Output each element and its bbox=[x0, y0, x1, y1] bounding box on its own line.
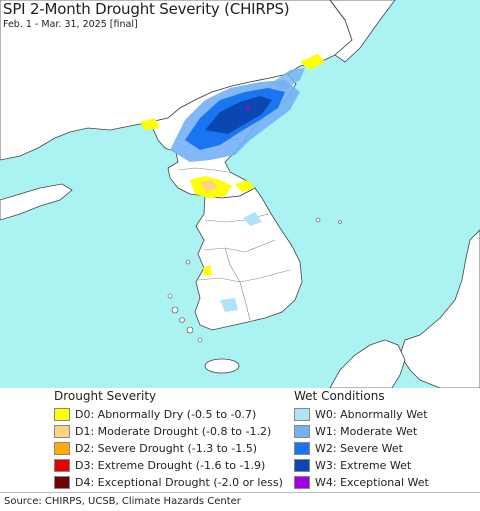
swatch-d1 bbox=[54, 425, 70, 438]
drought-legend-heading: Drought Severity bbox=[54, 389, 157, 403]
swatch-d0 bbox=[54, 408, 70, 421]
wet-legend: Wet Conditions W0: Abnormally Wet W1: Mo… bbox=[294, 388, 429, 491]
legend-label-w2: W2: Severe Wet bbox=[315, 442, 403, 455]
legend-label-d1: D1: Moderate Drought (-0.8 to -1.2) bbox=[75, 425, 272, 438]
swatch-w0 bbox=[294, 408, 310, 421]
wet-legend-heading: Wet Conditions bbox=[294, 389, 385, 403]
legend-item-w1: W1: Moderate Wet bbox=[294, 423, 429, 440]
swatch-w4 bbox=[294, 476, 310, 489]
map-title: SPI 2-Month Drought Severity (CHIRPS) bbox=[3, 0, 290, 18]
map-subtitle: Feb. 1 - Mar. 31, 2025 [final] bbox=[3, 19, 138, 30]
swatch-w1 bbox=[294, 425, 310, 438]
legend-label-w0: W0: Abnormally Wet bbox=[315, 408, 428, 421]
legend-label-d4: D4: Exceptional Drought (-2.0 or less) bbox=[75, 476, 283, 489]
legend-item-d3: D3: Extreme Drought (-1.6 to -1.9) bbox=[54, 457, 283, 474]
dry-overlay bbox=[140, 54, 325, 276]
legend-item-w2: W2: Severe Wet bbox=[294, 440, 429, 457]
swatch-d4 bbox=[54, 476, 70, 489]
legend-item-w0: W0: Abnormally Wet bbox=[294, 406, 429, 423]
legend-item-d2: D2: Severe Drought (-1.3 to -1.5) bbox=[54, 440, 283, 457]
swatch-w3 bbox=[294, 459, 310, 472]
japan-honshu bbox=[399, 229, 480, 388]
legend-item-d1: D1: Moderate Drought (-0.8 to -1.2) bbox=[54, 423, 283, 440]
islands bbox=[167, 217, 342, 343]
drought-map bbox=[0, 0, 480, 388]
swatch-w2 bbox=[294, 442, 310, 455]
drought-legend: Drought Severity D0: Abnormally Dry (-0.… bbox=[54, 388, 283, 491]
south-korea bbox=[194, 187, 303, 331]
legend-item-w4: W4: Exceptional Wet bbox=[294, 474, 429, 491]
russia-coast bbox=[329, 0, 396, 63]
legend-item-w3: W3: Extreme Wet bbox=[294, 457, 429, 474]
wet-overlay bbox=[170, 68, 305, 312]
source-credit: Source: CHIRPS, UCSB, Climate Hazards Ce… bbox=[0, 492, 480, 510]
jeju-island bbox=[204, 358, 240, 374]
shandong bbox=[0, 183, 73, 221]
legend-label-w1: W1: Moderate Wet bbox=[315, 425, 418, 438]
legend-label-w3: W3: Extreme Wet bbox=[315, 459, 412, 472]
swatch-d2 bbox=[54, 442, 70, 455]
japan-west bbox=[329, 339, 406, 388]
legend-label-d2: D2: Severe Drought (-1.3 to -1.5) bbox=[75, 442, 258, 455]
legend-label-d0: D0: Abnormally Dry (-0.5 to -0.7) bbox=[75, 408, 257, 421]
legend-label-w4: W4: Exceptional Wet bbox=[315, 476, 429, 489]
swatch-d3 bbox=[54, 459, 70, 472]
legend-item-d4: D4: Exceptional Drought (-2.0 or less) bbox=[54, 474, 283, 491]
legend: Drought Severity D0: Abnormally Dry (-0.… bbox=[0, 388, 480, 492]
legend-label-d3: D3: Extreme Drought (-1.6 to -1.9) bbox=[75, 459, 266, 472]
legend-item-d0: D0: Abnormally Dry (-0.5 to -0.7) bbox=[54, 406, 283, 423]
